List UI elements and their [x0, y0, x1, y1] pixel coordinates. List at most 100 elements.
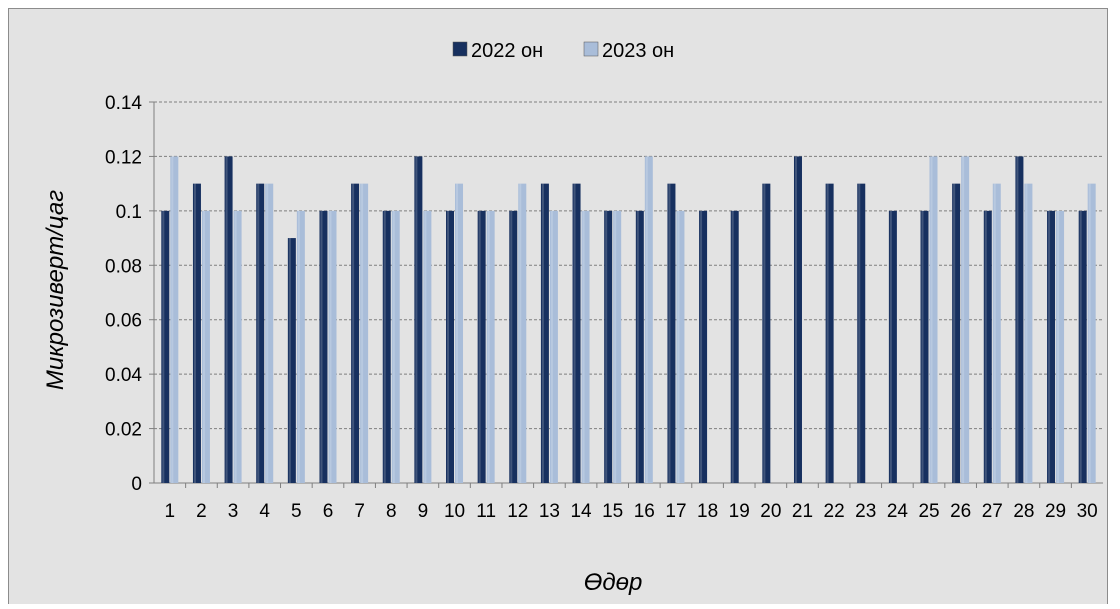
x-tick-label: 30 — [1077, 501, 1098, 522]
bar-2022 — [572, 183, 581, 483]
bar-highlight — [731, 210, 734, 483]
x-tick-label: 6 — [323, 501, 334, 522]
bar-2023 — [549, 210, 558, 483]
bar-2022 — [446, 210, 455, 483]
bar-2022 — [1047, 210, 1056, 483]
x-tick-label: 2 — [196, 501, 207, 522]
bar-highlight — [1079, 210, 1082, 483]
x-tick-label: 15 — [602, 501, 623, 522]
bar-2022 — [952, 183, 961, 483]
bar-highlight — [297, 210, 300, 483]
bar-2023 — [644, 156, 653, 483]
bar-highlight — [257, 183, 260, 483]
bar-highlight — [415, 156, 418, 483]
bar-highlight — [1048, 210, 1051, 483]
bar-highlight — [225, 156, 228, 483]
x-tick-label: 4 — [259, 501, 270, 522]
bar-2022 — [793, 156, 802, 483]
y-tick-label: 0.08 — [105, 256, 142, 277]
y-tick-label: 0.1 — [116, 202, 142, 223]
y-tick-labels: 0 0.02 0.04 0.06 0.08 0.1 0.12 0.14 — [105, 93, 142, 495]
bar-highlight — [288, 238, 291, 483]
bar-highlight — [984, 210, 987, 483]
bar-highlight — [826, 183, 829, 483]
bar-2023 — [265, 183, 274, 483]
x-tick-label: 5 — [291, 501, 302, 522]
x-tick-label: 26 — [950, 501, 971, 522]
x-tick-label: 25 — [918, 501, 939, 522]
bar-highlight — [162, 210, 165, 483]
y-tick-label: 0.02 — [105, 420, 142, 441]
bar-2023 — [1024, 183, 1033, 483]
bar-highlight — [668, 183, 671, 483]
chart-svg: 00.020.040.060.080.10.120.14 1 2 3 4 5 6 7 8 9 10… — [8, 8, 1108, 605]
x-tick-label: 12 — [507, 501, 528, 522]
bar-2022 — [319, 210, 328, 483]
bar-highlight — [329, 210, 332, 483]
bar-highlight — [1016, 156, 1019, 483]
bar-2023 — [328, 210, 337, 483]
bar-highlight — [1025, 183, 1028, 483]
x-tick-label: 28 — [1013, 501, 1034, 522]
x-tick-label: 1 — [165, 501, 176, 522]
bar-2023 — [1087, 183, 1096, 483]
bar-highlight — [677, 210, 680, 483]
y-tick-label: 0.14 — [105, 93, 142, 114]
bar-highlight — [383, 210, 386, 483]
x-tick-label: 23 — [855, 501, 876, 522]
x-tick-label: 29 — [1045, 501, 1066, 522]
bar-highlight — [193, 183, 196, 483]
y-tick-label: 0 — [131, 474, 142, 495]
bar-2023 — [201, 210, 210, 483]
bar-highlight — [392, 210, 395, 483]
bar-highlight — [993, 183, 996, 483]
x-tick-label: 13 — [539, 501, 560, 522]
x-tick-label: 22 — [824, 501, 845, 522]
bar-2022 — [635, 210, 644, 483]
bar-highlight — [1088, 183, 1091, 483]
bar-2022 — [983, 210, 992, 483]
bar-highlight — [447, 210, 450, 483]
bar-highlight — [487, 210, 490, 483]
bar-highlight — [700, 210, 703, 483]
bar-highlight — [478, 210, 481, 483]
bar-2022 — [888, 210, 897, 483]
x-tick-label: 18 — [697, 501, 718, 522]
bar-2022 — [1078, 210, 1087, 483]
gridlines — [154, 101, 1103, 430]
bar-2022 — [825, 183, 834, 483]
bar-highlight — [171, 156, 174, 483]
bar-2022 — [382, 210, 391, 483]
y-tick-label: 0.04 — [105, 365, 142, 386]
x-tick-label: 20 — [760, 501, 781, 522]
bar-2023 — [233, 210, 242, 483]
bar-highlight — [541, 183, 544, 483]
bar-highlight — [202, 210, 205, 483]
bar-highlight — [424, 210, 427, 483]
bar-2023 — [455, 183, 464, 483]
bar-2022 — [477, 210, 486, 483]
bar-highlight — [320, 210, 323, 483]
legend-label: 2022 он — [471, 40, 543, 62]
x-tick-label: 24 — [887, 501, 909, 522]
x-tick-label: 8 — [386, 501, 397, 522]
bar-highlight — [921, 210, 924, 483]
x-tick-label: 17 — [665, 501, 686, 522]
axes — [149, 101, 1103, 488]
bar-highlight — [234, 210, 237, 483]
bar-2023 — [360, 183, 369, 483]
bar-2023 — [423, 210, 432, 483]
x-tick-label: 14 — [570, 501, 592, 522]
bar-2023 — [486, 210, 495, 483]
legend: 2022 он 2023 он — [452, 40, 674, 62]
bar-highlight — [361, 183, 364, 483]
bar-highlight — [930, 156, 933, 483]
bar-highlight — [645, 156, 648, 483]
bar-highlight — [889, 210, 892, 483]
bar-highlight — [352, 183, 355, 483]
bar-2022 — [256, 183, 265, 483]
x-tick-label: 16 — [634, 501, 655, 522]
x-tick-label: 9 — [418, 501, 429, 522]
legend-swatch — [583, 41, 599, 57]
x-tick-label: 7 — [354, 501, 365, 522]
